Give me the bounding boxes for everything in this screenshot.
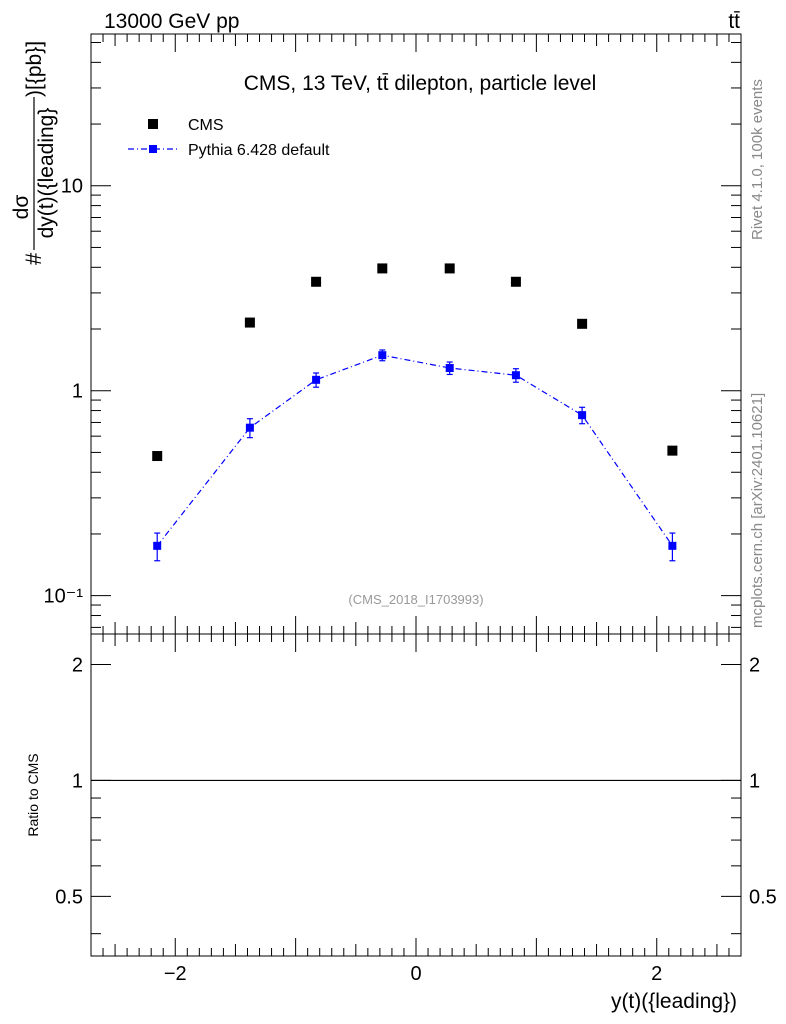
data-point	[377, 263, 388, 274]
data-point	[244, 317, 255, 328]
mc-point	[511, 371, 520, 380]
mc-line	[156, 354, 673, 547]
ratio-ytick-label-right: 0.5	[749, 886, 777, 908]
rivet-label: Rivet 4.1.0, 100k events	[749, 79, 766, 240]
legend-pythia-label: Pythia 6.428 default	[188, 142, 330, 159]
mc-point	[578, 411, 587, 420]
main-ytick-label: 10	[61, 176, 83, 198]
legend-cms-marker	[148, 119, 158, 129]
main-ylabel: # dσ dy(t)({leading} )[{pb}]	[10, 41, 58, 265]
ratio-frame	[90, 633, 742, 957]
data-point	[444, 263, 455, 274]
main-title: CMS, 13 TeV, tt̄ dilepton, particle leve…	[244, 72, 597, 95]
ratio-ytick-label: 2	[72, 654, 83, 676]
data-point	[152, 451, 163, 462]
data-series	[152, 263, 678, 462]
mc-series	[153, 349, 677, 562]
mc-point	[668, 541, 677, 550]
legend-cms-label: CMS	[188, 117, 224, 134]
ratio-panel: 0.5 0.5 1 1 2 2 −2 0 2 Ratio to CMS y(t)({leadin…	[25, 633, 777, 1013]
energy-label: 13000 GeV pp	[104, 10, 239, 33]
mc-point	[445, 364, 454, 373]
main-ytick-label: 1	[72, 381, 83, 403]
legend-pythia-marker	[149, 145, 157, 153]
mc-point	[245, 423, 254, 432]
ratio-ytick-label: 1	[72, 770, 83, 792]
main-panel: 10⁻¹ 1 10 CMS, 13 TeV, tt̄ dilepton, parti…	[10, 33, 742, 635]
main-axes: 10⁻¹ 1 10	[44, 34, 741, 634]
ratio-ylabel: Ratio to CMS	[25, 753, 41, 836]
ratio-xtick-label: −2	[164, 963, 187, 985]
ylabel-numerator: dσ	[10, 195, 33, 220]
mcplots-label: mcplots.cern.ch [arXiv:2401.10621]	[749, 393, 766, 628]
ratio-xlabel: y(t)({leading})	[611, 990, 737, 1013]
watermark: (CMS_2018_I1703993)	[348, 592, 483, 607]
mc-point	[153, 541, 162, 550]
mc-point	[378, 351, 387, 360]
mc-point	[312, 375, 321, 384]
legend: CMS Pythia 6.428 default	[128, 117, 330, 159]
ratio-axes: 0.5 0.5 1 1 2 2 −2 0 2	[55, 634, 777, 985]
ratio-xtick-label: 0	[410, 963, 421, 985]
main-ytick-label: 10⁻¹	[44, 586, 84, 608]
data-point	[667, 445, 678, 456]
ratio-ytick-label: 0.5	[55, 886, 83, 908]
process-label: tt̄	[728, 10, 740, 33]
data-point	[311, 276, 322, 287]
data-point	[577, 318, 588, 329]
ratio-ytick-label-right: 2	[749, 654, 760, 676]
ratio-ytick-label-right: 1	[749, 770, 760, 792]
data-point	[510, 276, 521, 287]
ylabel-hash: #	[21, 252, 46, 265]
ylabel-suffix: )[{pb}]	[23, 41, 46, 97]
ratio-xtick-label: 2	[651, 963, 662, 985]
ylabel-denominator: dy(t)({leading}	[35, 108, 58, 239]
